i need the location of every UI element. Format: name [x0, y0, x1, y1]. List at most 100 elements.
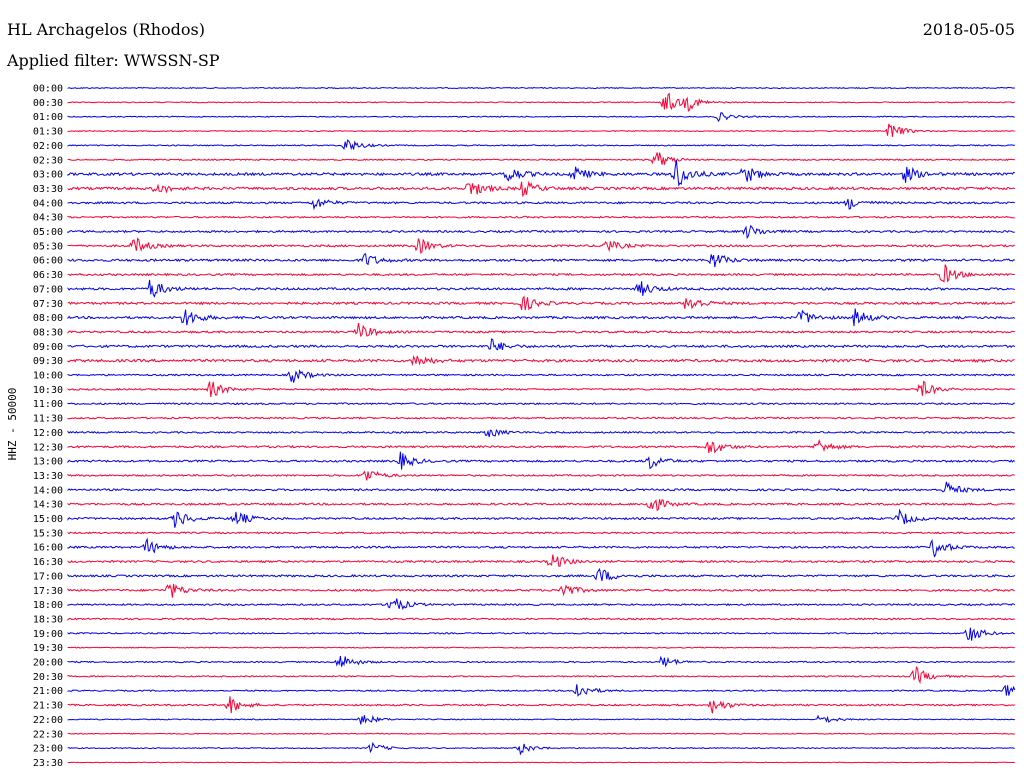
trace-0730: [67, 295, 1015, 311]
tick-label: 15:00: [33, 514, 63, 525]
tick-label: 14:30: [33, 500, 63, 511]
trace-group: [67, 86, 1016, 764]
trace-1000: [67, 368, 1016, 383]
trace-0530: [67, 237, 1015, 255]
tick-label: 15:30: [33, 528, 63, 539]
trace-0030: [67, 92, 1016, 112]
trace-0430: [67, 215, 1015, 219]
tick-label: 19:00: [33, 629, 63, 640]
tick-label: 16:30: [33, 557, 63, 568]
trace-1800: [67, 598, 1016, 611]
trace-0800: [67, 308, 1016, 327]
tick-label: 02:30: [33, 155, 63, 166]
tick-label: 22:00: [33, 715, 63, 726]
trace-1930: [67, 646, 1015, 649]
tick-label: 04:30: [33, 213, 63, 224]
tick-label: 01:00: [33, 112, 63, 123]
trace-1200: [67, 428, 1015, 438]
tick-label: 05:30: [33, 241, 63, 252]
trace-0400: [67, 198, 1016, 211]
station-title: HL Archagelos (Rhodos): [7, 20, 205, 39]
trace-1300: [67, 451, 1016, 470]
trace-0130: [67, 123, 1015, 137]
tick-label: 10:30: [33, 385, 63, 396]
filter-label: Applied filter: WWSSN-SP: [6, 51, 220, 70]
tick-label: 02:00: [33, 141, 63, 152]
trace-1030: [67, 380, 1015, 398]
date-label: 2018-05-05: [923, 20, 1015, 39]
tick-label: 07:00: [33, 284, 63, 295]
trace-2130: [67, 696, 1016, 714]
tick-label: 09:30: [33, 356, 63, 367]
tick-label: 10:00: [33, 371, 63, 382]
tick-label: 20:30: [33, 672, 63, 683]
tick-label: 03:00: [33, 170, 63, 181]
tick-label: 06:30: [33, 270, 63, 281]
trace-2100: [67, 684, 1016, 697]
tick-label: 23:30: [33, 758, 63, 769]
tick-label: 08:30: [33, 327, 63, 338]
trace-0900: [67, 338, 1016, 351]
tick-label: 18:30: [33, 614, 63, 625]
trace-2300: [67, 741, 1015, 756]
trace-0300: [67, 159, 1015, 187]
tick-label: 21:00: [33, 686, 63, 697]
tick-label: 16:00: [33, 543, 63, 554]
trace-2030: [67, 666, 1015, 685]
time-tick-labels: 00:00 00:30 01:00 01:30 02:00 02:30 03:00 03:30…: [33, 84, 63, 769]
trace-2330: [67, 761, 1015, 764]
trace-1230: [67, 438, 1016, 454]
trace-0230: [67, 152, 1015, 165]
tick-label: 06:00: [33, 256, 63, 267]
trace-1600: [67, 537, 1015, 558]
tick-label: 00:30: [33, 98, 63, 109]
tick-label: 20:00: [33, 658, 63, 669]
tick-label: 01:30: [33, 127, 63, 138]
trace-2200: [67, 714, 1015, 725]
trace-1400: [67, 481, 1016, 494]
tick-label: 08:00: [33, 313, 63, 324]
trace-1630: [67, 554, 1015, 567]
tick-label: 12:30: [33, 442, 63, 453]
trace-1830: [67, 617, 1015, 622]
trace-1330: [67, 470, 1015, 481]
tick-label: 17:00: [33, 571, 63, 582]
tick-label: 23:00: [33, 744, 63, 755]
tick-label: 12:00: [33, 428, 63, 439]
trace-0830: [67, 322, 1015, 338]
tick-label: 11:00: [33, 399, 63, 410]
tick-label: 03:30: [33, 184, 63, 195]
trace-0930: [67, 355, 1015, 367]
tick-label: 17:30: [33, 586, 63, 597]
tick-label: 13:00: [33, 457, 63, 468]
trace-0100: [67, 112, 1015, 122]
trace-0330: [67, 180, 1016, 198]
tick-label: 19:30: [33, 643, 63, 654]
tick-label: 07:30: [33, 299, 63, 310]
tick-label: 09:00: [33, 342, 63, 353]
trace-0200: [67, 139, 1015, 151]
trace-2230: [67, 732, 1016, 735]
trace-1530: [67, 531, 1015, 535]
tick-label: 04:00: [33, 198, 63, 209]
trace-1130: [67, 416, 1015, 420]
trace-0000: [67, 86, 1015, 90]
trace-1500: [67, 508, 1016, 528]
trace-1900: [67, 627, 1015, 641]
tick-label: 18:00: [33, 600, 63, 611]
trace-1730: [67, 583, 1015, 598]
tick-label: 13:30: [33, 471, 63, 482]
trace-1430: [67, 499, 1015, 512]
tick-label: 14:00: [33, 485, 63, 496]
trace-2000: [67, 655, 1015, 668]
trace-0500: [67, 224, 1015, 240]
trace-0600: [67, 253, 1015, 268]
y-axis-label: HHZ - 50000: [6, 388, 19, 461]
tick-label: 05:00: [33, 227, 63, 238]
trace-0700: [67, 279, 1016, 298]
trace-0630: [67, 264, 1015, 283]
tick-label: 00:00: [33, 84, 63, 95]
trace-1700: [67, 567, 1016, 582]
tick-label: 22:30: [33, 729, 63, 740]
